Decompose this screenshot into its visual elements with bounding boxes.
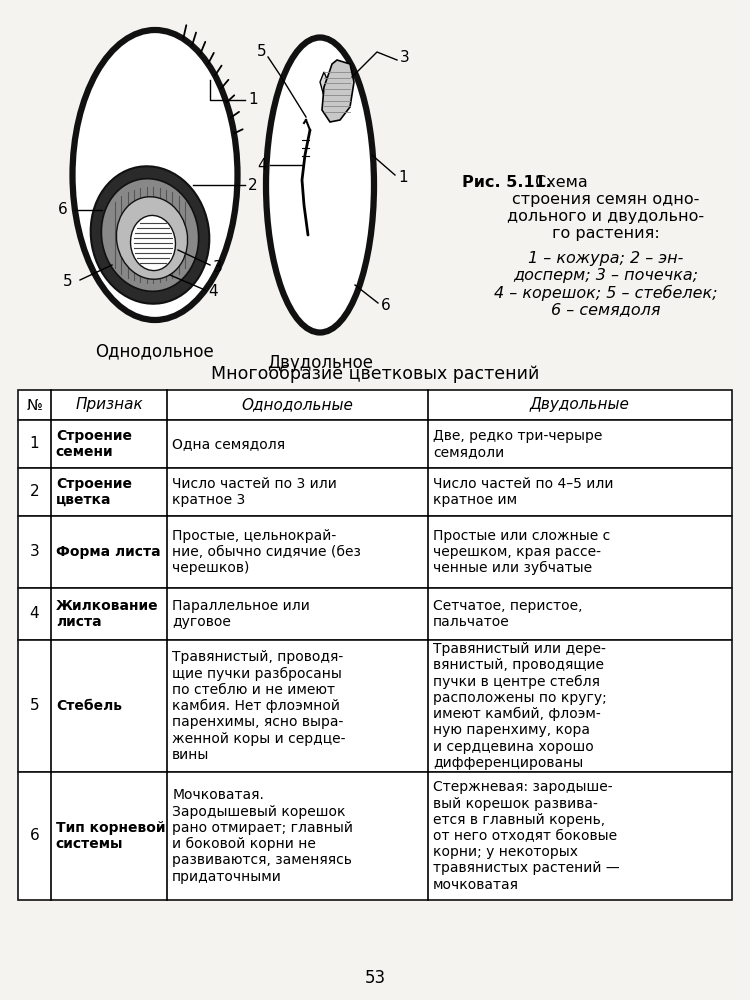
Text: Признак: Признак	[75, 397, 143, 412]
Text: 4 – корешок; 5 – стебелек;: 4 – корешок; 5 – стебелек;	[494, 285, 718, 301]
Text: строения семян одно-: строения семян одно-	[512, 192, 700, 207]
Bar	[18, 588, 732, 640]
Text: Строение
семени: Строение семени	[56, 429, 132, 459]
Text: Стебель: Стебель	[56, 699, 122, 713]
Text: 3: 3	[400, 49, 410, 64]
Ellipse shape	[91, 166, 209, 304]
Text: Однодольное: Однодольное	[96, 342, 214, 360]
Text: 5: 5	[257, 44, 267, 60]
Text: Стержневая: зародыше-
вый корешок развива-
ется в главный корень,
от него отходя: Стержневая: зародыше- вый корешок развив…	[433, 780, 620, 892]
Text: 53: 53	[364, 969, 386, 987]
Text: №: №	[26, 397, 42, 412]
Text: Параллельное или
дуговое: Параллельное или дуговое	[172, 599, 310, 629]
Ellipse shape	[73, 30, 238, 320]
Text: Схема: Схема	[530, 175, 588, 190]
Text: Мочковатая.
Зародышевый корешок
рано отмирает; главный
и боковой корни не
развив: Мочковатая. Зародышевый корешок рано отм…	[172, 788, 353, 884]
Text: Рис. 5.11.: Рис. 5.11.	[462, 175, 552, 190]
Text: Сетчатое, перистое,
пальчатое: Сетчатое, перистое, пальчатое	[433, 599, 582, 629]
Text: 1: 1	[29, 436, 39, 452]
Text: го растения:: го растения:	[552, 226, 660, 241]
Bar	[18, 772, 732, 900]
Text: 6: 6	[381, 298, 391, 312]
Text: Однодольные: Однодольные	[242, 397, 353, 412]
Text: 1: 1	[248, 93, 258, 107]
Bar	[18, 468, 732, 516]
Text: Число частей по 4–5 или
кратное им: Число частей по 4–5 или кратное им	[433, 477, 614, 507]
Text: 3: 3	[213, 259, 223, 274]
Ellipse shape	[101, 179, 199, 291]
Text: 5: 5	[63, 274, 73, 290]
Polygon shape	[320, 72, 334, 114]
Ellipse shape	[116, 197, 188, 279]
Text: 2: 2	[29, 485, 39, 499]
Text: 4: 4	[208, 284, 218, 300]
Text: Одна семядоля: Одна семядоля	[172, 437, 285, 451]
Text: Тип корневой
системы: Тип корневой системы	[56, 821, 165, 851]
Text: 6 – семядоля: 6 – семядоля	[551, 302, 661, 317]
Bar	[18, 516, 732, 588]
Text: Две, редко три-черыре
семядоли: Две, редко три-черыре семядоли	[433, 429, 602, 459]
Text: Жилкование
листа: Жилкование листа	[56, 599, 158, 629]
Ellipse shape	[266, 37, 374, 332]
Text: 3: 3	[29, 544, 39, 560]
Text: досперм; 3 – почечка;: досперм; 3 – почечка;	[514, 268, 698, 283]
Bar	[18, 420, 732, 468]
Bar	[18, 640, 732, 772]
Text: 6: 6	[29, 828, 39, 844]
Text: Травянистый, проводя-
щие пучки разбросаны
по стеблю и не имеют
камбия. Нет флоэ: Травянистый, проводя- щие пучки разброса…	[172, 650, 346, 762]
Text: 5: 5	[29, 698, 39, 714]
Text: 2: 2	[248, 178, 258, 192]
Text: 1: 1	[398, 169, 408, 184]
Text: Строение
цветка: Строение цветка	[56, 477, 132, 507]
Text: Многообразие цветковых растений: Многообразие цветковых растений	[211, 365, 539, 383]
Bar	[18, 390, 732, 420]
Text: 1 – кожура; 2 – эн-: 1 – кожура; 2 – эн-	[528, 251, 684, 266]
Text: 6: 6	[58, 202, 68, 218]
Text: Число частей по 3 или
кратное 3: Число частей по 3 или кратное 3	[172, 477, 337, 507]
Text: Простые, цельнокрай-
ние, обычно сидячие (без
черешков): Простые, цельнокрай- ние, обычно сидячие…	[172, 529, 361, 575]
Text: Травянистый или дере-
вянистый, проводящие
пучки в центре стебля
расположены по : Травянистый или дере- вянистый, проводящ…	[433, 642, 607, 770]
Text: Форма листа: Форма листа	[56, 545, 160, 559]
Text: Простые или сложные с
черешком, края рассе-
ченные или зубчатые: Простые или сложные с черешком, края рас…	[433, 529, 610, 575]
Ellipse shape	[130, 215, 176, 271]
Polygon shape	[322, 60, 354, 122]
Text: 4: 4	[257, 157, 267, 172]
Text: Двудольные: Двудольные	[530, 397, 630, 412]
Text: Двудольное: Двудольное	[267, 355, 373, 372]
Text: 4: 4	[29, 606, 39, 621]
Text: дольного и двудольно-: дольного и двудольно-	[508, 209, 704, 224]
